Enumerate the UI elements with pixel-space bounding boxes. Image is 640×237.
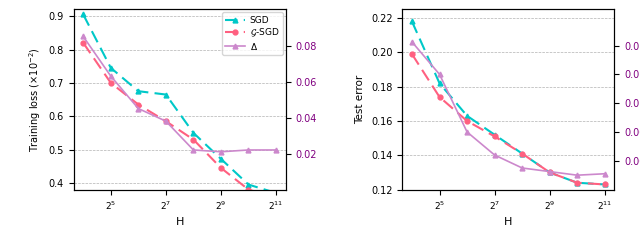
$\mathcal{G}$-SGD xyxy=(272,196,280,199)
$\mathcal{G}$-SGD xyxy=(217,167,225,169)
Line: SGD: SGD xyxy=(81,12,278,195)
SGD xyxy=(189,132,197,134)
Line: $\mathcal{G}$-SGD: $\mathcal{G}$-SGD xyxy=(81,40,278,200)
SGD xyxy=(244,183,252,186)
$\mathcal{G}$-SGD xyxy=(107,82,115,84)
SGD xyxy=(217,158,225,160)
Legend: SGD, $\mathcal{G}$-SGD, $\Delta$: SGD, $\mathcal{G}$-SGD, $\Delta$ xyxy=(222,12,283,55)
Y-axis label: Training loss ($\times10^{-2}$): Training loss ($\times10^{-2}$) xyxy=(27,47,43,152)
$\mathcal{G}$-SGD xyxy=(134,103,142,106)
$\mathcal{G}$-SGD xyxy=(189,138,197,141)
SGD xyxy=(162,93,170,96)
X-axis label: H: H xyxy=(175,217,184,227)
SGD xyxy=(107,66,115,69)
$\mathcal{G}$-SGD xyxy=(79,41,87,44)
SGD xyxy=(79,13,87,16)
Y-axis label: Test error: Test error xyxy=(355,75,365,124)
SGD xyxy=(272,191,280,194)
$\mathcal{G}$-SGD xyxy=(244,188,252,191)
X-axis label: H: H xyxy=(504,217,513,227)
$\mathcal{G}$-SGD xyxy=(162,120,170,123)
SGD xyxy=(134,90,142,93)
